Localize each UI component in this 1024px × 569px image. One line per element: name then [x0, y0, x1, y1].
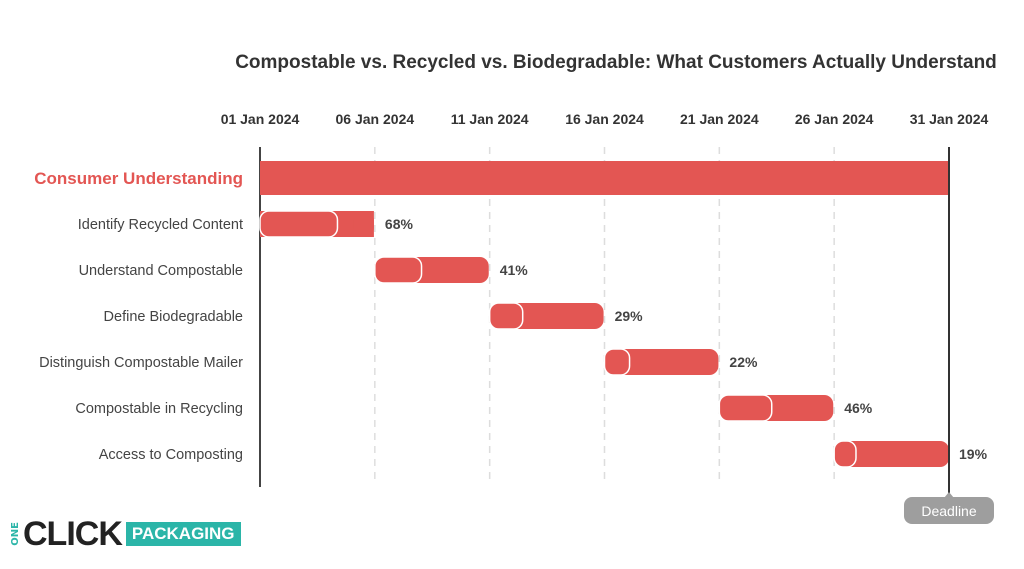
- x-tick-label: 26 Jan 2024: [795, 111, 874, 127]
- task-progress: [833, 440, 857, 468]
- task-progress: [603, 348, 631, 376]
- x-tick-label: 21 Jan 2024: [680, 111, 759, 127]
- task-label: Understand Compostable: [79, 263, 243, 279]
- task-progress: [488, 302, 524, 330]
- task-bar: [604, 349, 719, 375]
- task-percent-label: 41%: [500, 262, 529, 278]
- summary-label: Consumer Understanding: [34, 169, 243, 188]
- task-percent-label: 68%: [385, 216, 414, 232]
- task-progress: [718, 394, 773, 422]
- x-tick-label: 01 Jan 2024: [221, 111, 300, 127]
- deadline-badge-pointer: [944, 492, 954, 498]
- task-progress: [374, 256, 423, 284]
- logo-click: CLICK: [23, 514, 123, 553]
- task-percent-label: 22%: [729, 354, 758, 370]
- x-tick-label: 16 Jan 2024: [565, 111, 644, 127]
- task-progress: [259, 210, 339, 238]
- task-label: Define Biodegradable: [104, 309, 243, 325]
- task-label: Distinguish Compostable Mailer: [39, 355, 243, 371]
- logo-packaging: PACKAGING: [125, 522, 241, 546]
- task-bar-cap: [353, 211, 374, 237]
- task-bar: [834, 441, 949, 467]
- deadline-badge: [904, 497, 994, 524]
- logo-one: ONE: [10, 522, 21, 546]
- one-click-packaging-logo: ONE CLICK PACKAGING: [10, 514, 241, 554]
- deadline-label: Deadline: [921, 503, 976, 519]
- task-label: Compostable in Recycling: [75, 401, 243, 417]
- summary-bar: [260, 161, 949, 195]
- x-tick-label: 31 Jan 2024: [910, 111, 989, 127]
- chart-title: Compostable vs. Recycled vs. Biodegradab…: [235, 52, 997, 73]
- task-label: Access to Composting: [99, 447, 243, 463]
- task-percent-label: 29%: [615, 308, 644, 324]
- x-tick-label: 06 Jan 2024: [336, 111, 415, 127]
- task-percent-label: 19%: [959, 446, 988, 462]
- x-tick-label: 11 Jan 2024: [451, 111, 529, 127]
- task-label: Identify Recycled Content: [78, 217, 243, 233]
- task-percent-label: 46%: [844, 400, 873, 416]
